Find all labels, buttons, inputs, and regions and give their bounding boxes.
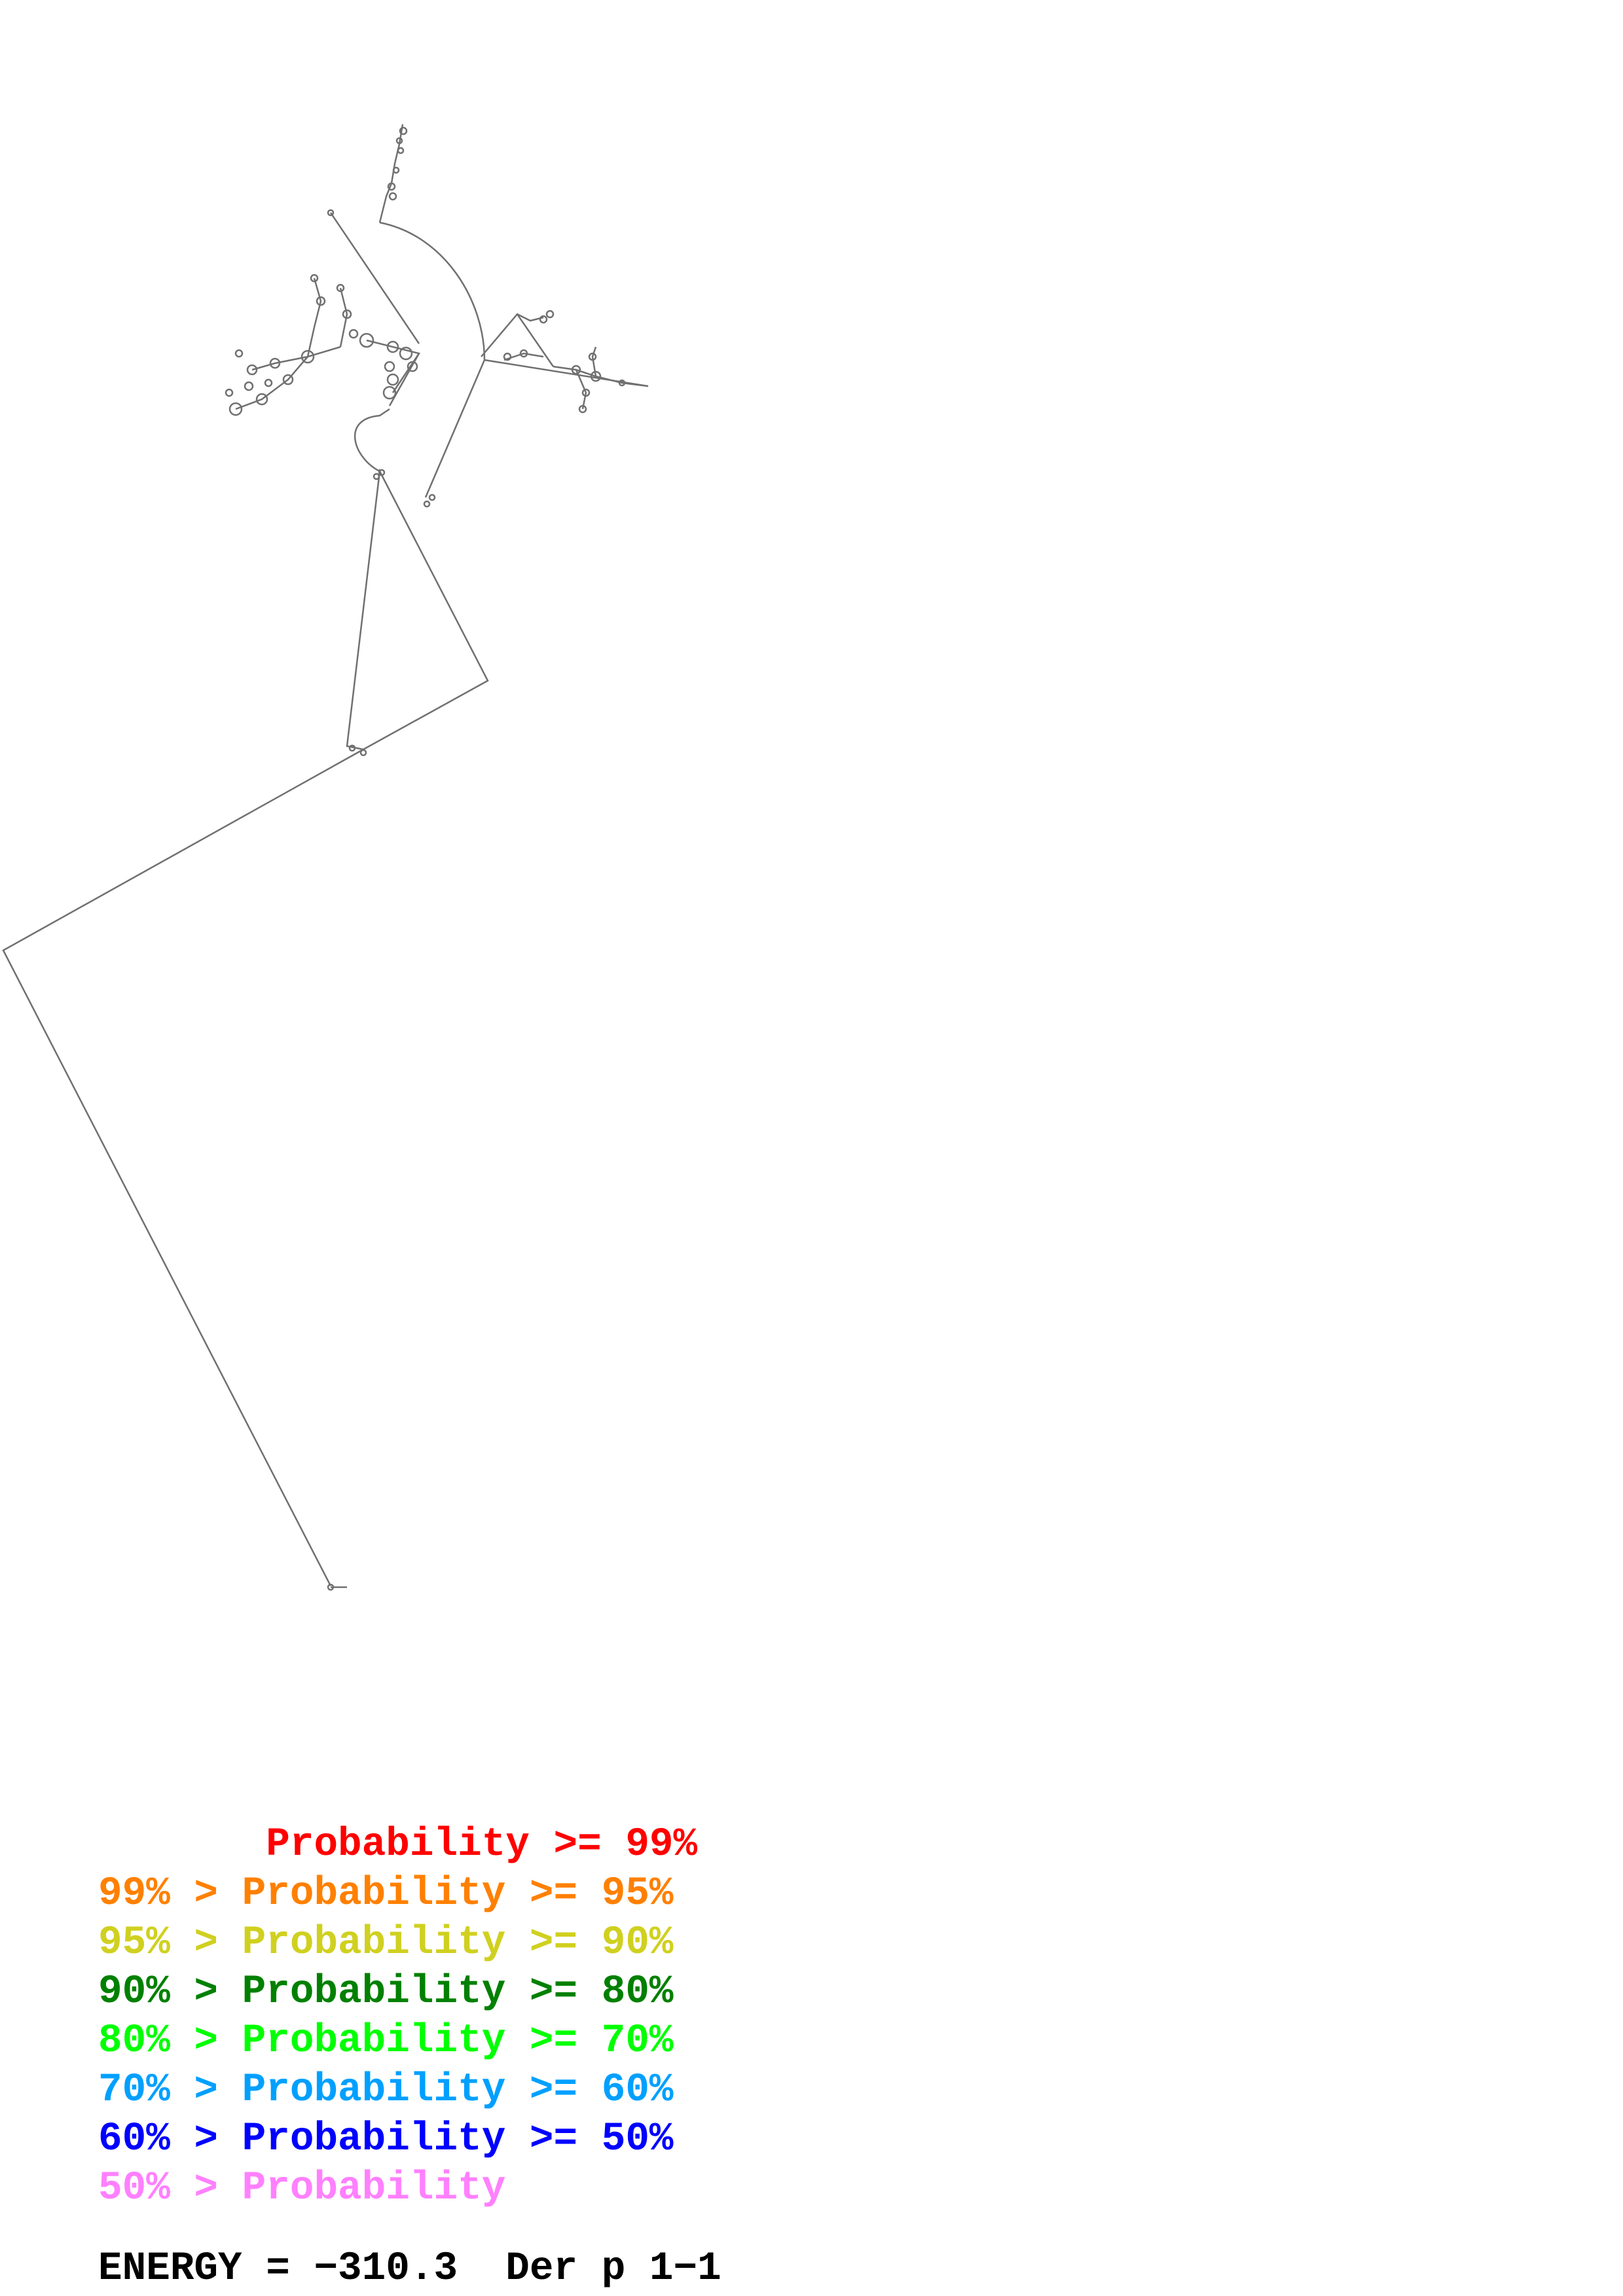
backbone-upper-left <box>329 212 420 344</box>
backbone-long-path <box>2 468 489 1587</box>
backbone-loop-left <box>354 408 390 473</box>
hairpin-small <box>327 209 436 1591</box>
energy-label: ENERGY = −310.3 Der p 1−1 <box>98 2246 721 2291</box>
stem-top <box>378 124 408 223</box>
legend-entry-70-80: 80% > Probability >= 70% <box>98 2018 674 2064</box>
legend-entry-50-60: 60% > Probability >= 50% <box>98 2117 674 2162</box>
legend-entry-95-99: 99% > Probability >= 95% <box>98 1871 674 1916</box>
legend-entry-60-70: 70% > Probability >= 60% <box>98 2068 674 2113</box>
backbone-upper-arc <box>379 221 486 498</box>
backbone-right-branch <box>484 359 649 387</box>
stem-cluster-right <box>503 310 649 414</box>
legend-entry-90-95: 95% > Probability >= 90% <box>98 1920 674 1965</box>
central-junction <box>348 329 421 400</box>
legend-entry-ge99: Probability >= 99% <box>98 1822 698 1867</box>
legend-entry-80-90: 90% > Probability >= 80% <box>98 1969 674 2015</box>
legend-entry-lt50: 50% > Probability <box>98 2166 506 2211</box>
stem-cluster-left <box>225 274 352 416</box>
rna-secondary-structure-diagram <box>2 124 649 1591</box>
